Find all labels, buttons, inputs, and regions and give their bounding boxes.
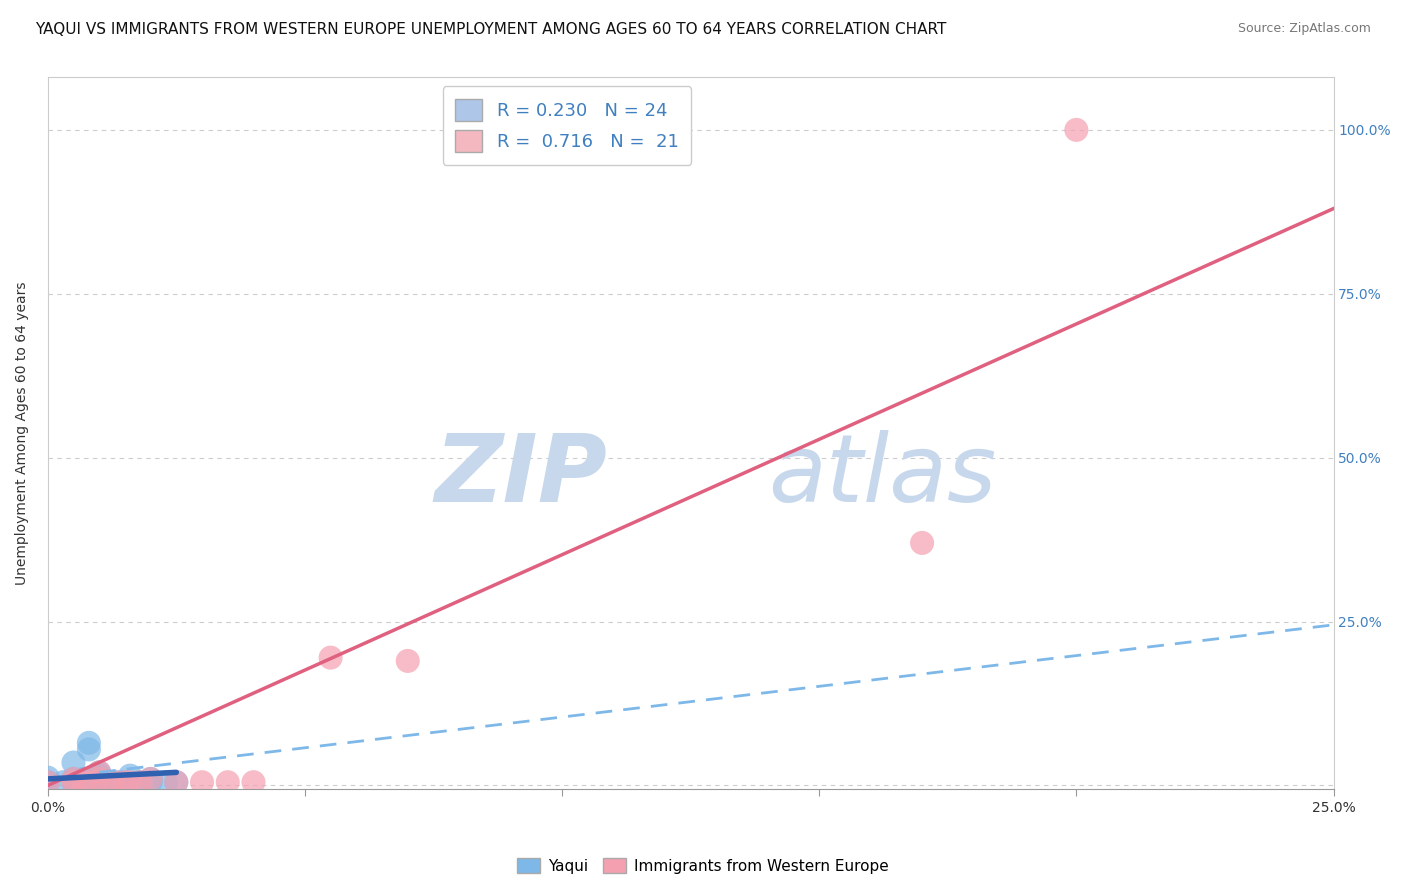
Point [73, 775, 96, 789]
Point [89, 765, 111, 780]
Point [62, 772, 84, 786]
Y-axis label: Unemployment Among Ages 60 to 64 years: Unemployment Among Ages 60 to 64 years [15, 281, 30, 585]
Text: atlas: atlas [768, 430, 995, 521]
Legend: Yaqui, Immigrants from Western Europe: Yaqui, Immigrants from Western Europe [512, 852, 894, 880]
Point [118, 775, 141, 789]
Point [89, 772, 111, 786]
Point [139, 772, 162, 786]
Point [62, 756, 84, 770]
Point [191, 775, 214, 789]
Point [1066, 123, 1088, 137]
Point [139, 775, 162, 789]
Point [77, 775, 100, 789]
Point [319, 650, 342, 665]
Point [104, 775, 127, 789]
Point [155, 775, 177, 789]
Point [108, 775, 131, 789]
Point [165, 775, 187, 789]
Point [129, 775, 152, 789]
Point [396, 654, 419, 668]
Point [139, 772, 162, 786]
Point [89, 772, 111, 786]
Point [104, 775, 127, 789]
Point [89, 765, 111, 780]
Point [98, 775, 121, 789]
Point [129, 775, 152, 789]
Point [114, 775, 136, 789]
Text: YAQUI VS IMMIGRANTS FROM WESTERN EUROPE UNEMPLOYMENT AMONG AGES 60 TO 64 YEARS C: YAQUI VS IMMIGRANTS FROM WESTERN EUROPE … [35, 22, 946, 37]
Point [37, 775, 59, 789]
Point [217, 775, 239, 789]
Point [73, 775, 96, 789]
Point [98, 775, 121, 789]
Point [77, 736, 100, 750]
Point [37, 771, 59, 785]
Point [77, 742, 100, 756]
Point [52, 775, 75, 789]
Point [242, 775, 264, 789]
Point [37, 775, 59, 789]
Point [73, 772, 96, 786]
Point [89, 769, 111, 783]
Point [165, 775, 187, 789]
Point [62, 772, 84, 786]
Point [911, 536, 934, 550]
Point [118, 769, 141, 783]
Point [62, 775, 84, 789]
Text: Source: ZipAtlas.com: Source: ZipAtlas.com [1237, 22, 1371, 36]
Text: ZIP: ZIP [434, 430, 607, 522]
Point [114, 775, 136, 789]
Legend: R = 0.230   N = 24, R =  0.716   N =  21: R = 0.230 N = 24, R = 0.716 N = 21 [443, 87, 692, 165]
Point [89, 775, 111, 789]
Point [62, 775, 84, 789]
